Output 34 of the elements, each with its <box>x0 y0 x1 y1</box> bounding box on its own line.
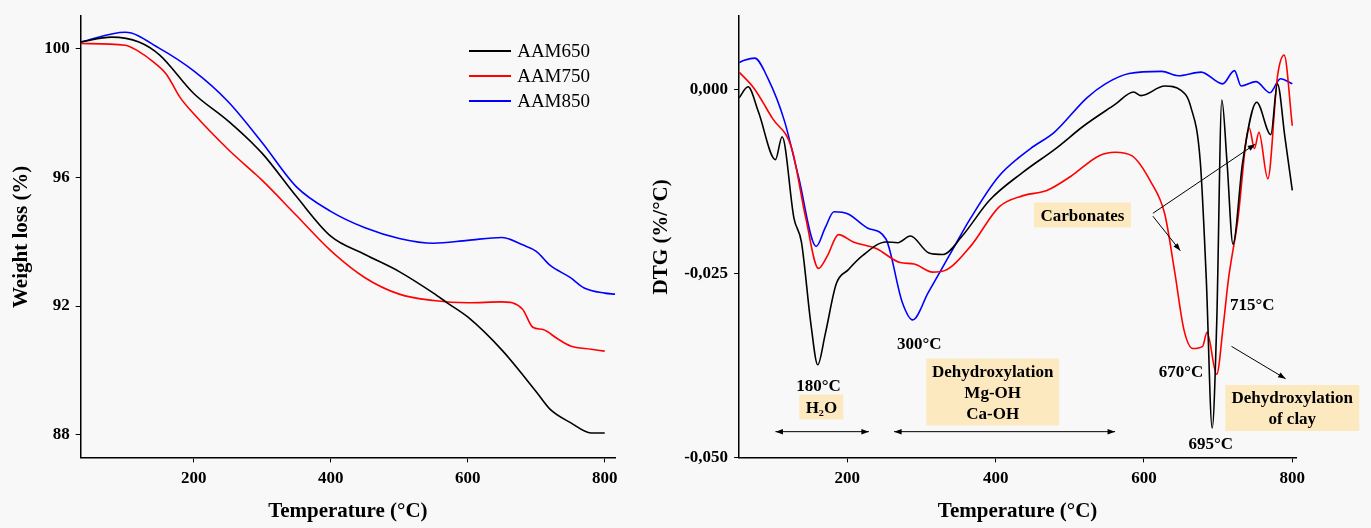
x-tick-label: 800 <box>591 467 618 487</box>
annotation: Dehydroxylation Mg-OH Ca-OH <box>925 358 1060 426</box>
y-axis-title: Weight loss (%) <box>8 165 33 308</box>
legend-label: AAM650 <box>517 39 590 62</box>
x-axis-title: Temperature (°C) <box>937 497 1098 522</box>
y-tick-label: 88 <box>52 424 70 444</box>
y-tick-label: -0,050 <box>684 446 729 466</box>
y-tick-label: 92 <box>52 295 70 315</box>
y-axis-title: DTG (%/°C) <box>648 179 673 295</box>
line-series <box>80 42 606 352</box>
annotation: 180°C <box>796 374 841 396</box>
y-tick-label: -0,025 <box>684 262 729 282</box>
line-series <box>739 57 1294 321</box>
legend-label: AAM750 <box>517 64 590 87</box>
annotation: 670°C <box>1158 360 1204 382</box>
annotation: Carbonates <box>1034 202 1131 228</box>
annotation: 300°C <box>897 332 942 354</box>
x-tick-label: 600 <box>454 467 481 487</box>
y-tick-label: 0,000 <box>689 79 729 99</box>
annotation: 695°C <box>1188 432 1234 454</box>
x-tick-label: 600 <box>1131 467 1157 487</box>
x-tick-label: 200 <box>834 467 861 487</box>
x-axis-title: Temperature (°C) <box>268 497 428 522</box>
x-tick-label: 400 <box>982 467 1009 487</box>
annotation: H₂O <box>799 394 844 420</box>
x-tick-label: 200 <box>180 467 207 487</box>
annotation: 715°C <box>1229 293 1275 315</box>
x-tick-label: 400 <box>317 467 344 487</box>
legend-label: AAM850 <box>517 89 590 112</box>
annotation: Dehydroxylation of clay <box>1225 385 1360 432</box>
y-tick-label: 96 <box>52 166 70 186</box>
y-tick-label: 100 <box>44 37 70 57</box>
line-series <box>80 31 615 295</box>
x-tick-label: 800 <box>1279 467 1306 487</box>
